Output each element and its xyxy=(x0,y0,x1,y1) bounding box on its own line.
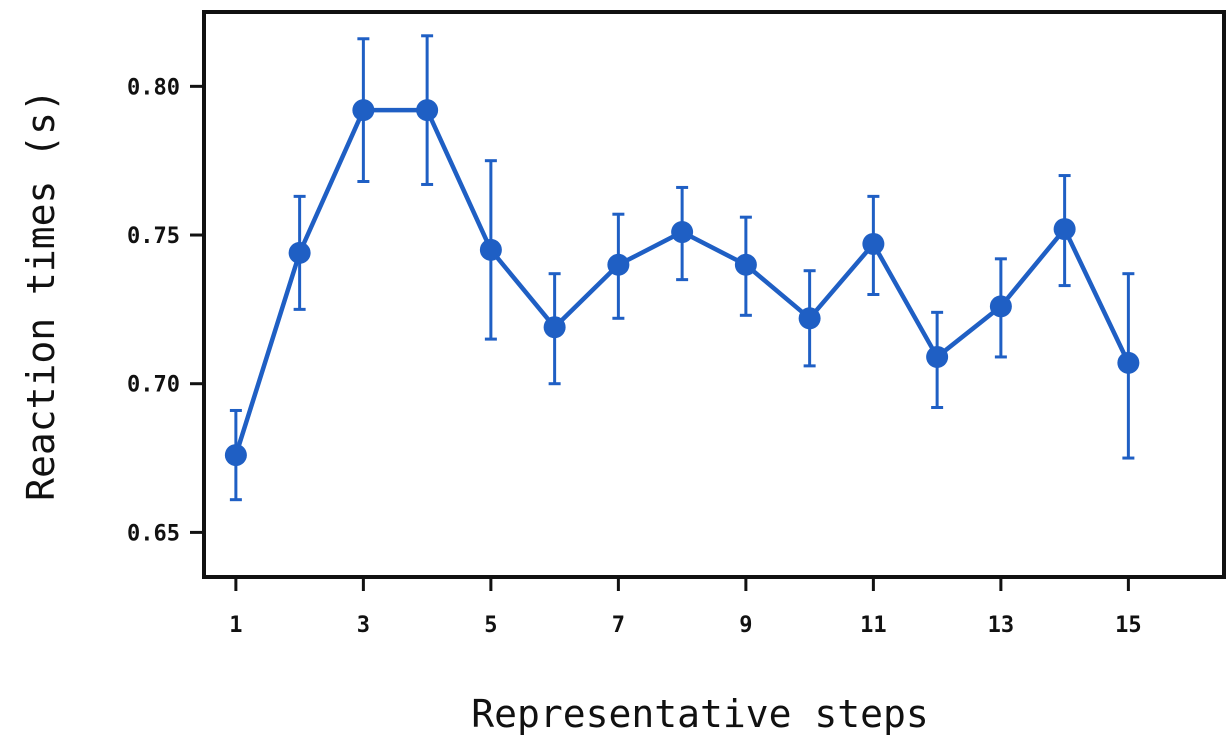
y-tick-label: 0.70 xyxy=(127,373,180,398)
data-point xyxy=(926,345,949,368)
data-point xyxy=(1053,218,1076,241)
x-tick-label: 11 xyxy=(860,613,887,638)
data-point xyxy=(989,295,1012,318)
x-tick-label: 9 xyxy=(739,613,752,638)
data-point xyxy=(416,99,439,122)
data-point xyxy=(734,253,757,276)
plot-frame xyxy=(202,10,1226,579)
data-point xyxy=(352,99,375,122)
data-point xyxy=(862,232,885,255)
y-axis-title: Reaction times (s) xyxy=(19,89,63,501)
x-tick-label: 7 xyxy=(612,613,625,638)
data-point xyxy=(543,316,566,339)
data-point xyxy=(288,241,311,264)
data-point xyxy=(479,238,502,261)
x-tick-label: 15 xyxy=(1115,613,1142,638)
data-point xyxy=(798,307,821,330)
x-tick-label: 13 xyxy=(988,613,1015,638)
y-tick-label: 0.75 xyxy=(127,224,180,249)
data-point xyxy=(1117,351,1140,374)
y-axis-ticks: 0.65 0.70 0.75 0.80 xyxy=(127,75,204,546)
data-point xyxy=(671,221,694,244)
plot-layer xyxy=(224,34,1140,502)
x-tick-label: 1 xyxy=(229,613,242,638)
x-axis-ticks: 1 3 5 7 9 11 13 15 xyxy=(229,577,1142,638)
data-point xyxy=(607,253,630,276)
data-point xyxy=(224,444,247,467)
y-tick-label: 0.80 xyxy=(127,75,180,100)
x-tick-label: 5 xyxy=(484,613,497,638)
x-tick-label: 3 xyxy=(357,613,370,638)
x-axis-title: Representative steps xyxy=(471,692,929,736)
y-tick-label: 0.65 xyxy=(127,521,180,546)
series-line xyxy=(233,107,1131,456)
